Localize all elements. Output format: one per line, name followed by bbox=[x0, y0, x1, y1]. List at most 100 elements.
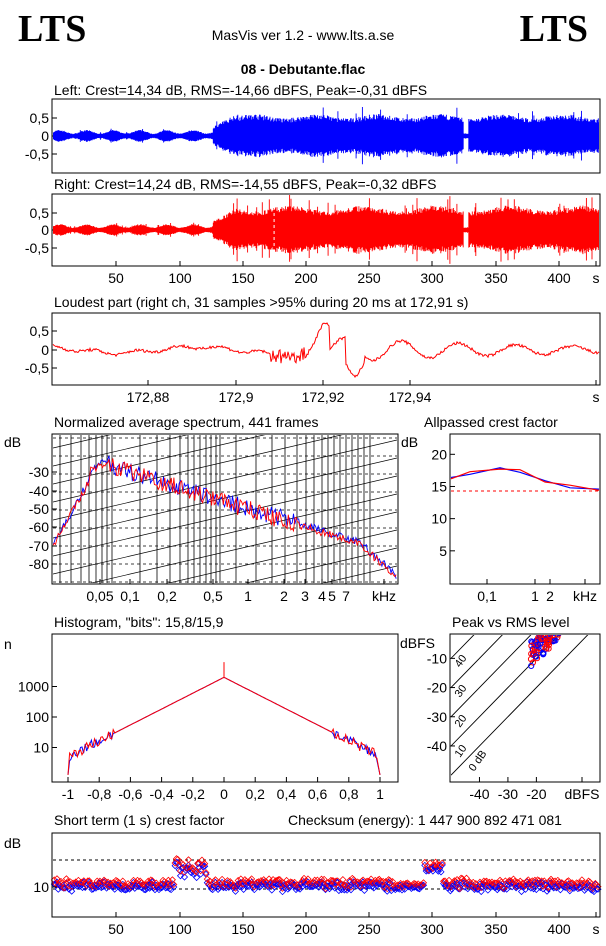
shortcrest-point bbox=[162, 881, 170, 889]
shortcrest-point bbox=[168, 880, 176, 888]
shortcrest-point bbox=[508, 879, 516, 887]
spectrum-xtick: 5 bbox=[328, 588, 336, 604]
peakrms-point bbox=[540, 650, 547, 657]
loud-ytick: 0,5 bbox=[30, 323, 50, 339]
crest-xtick: kHz bbox=[573, 588, 597, 604]
peakrms-xtick: -30 bbox=[498, 786, 518, 802]
shortcrest-point bbox=[359, 876, 367, 884]
right-series bbox=[53, 195, 599, 264]
file-name: 08 - Debutante.flac bbox=[240, 61, 366, 77]
histogram-ylabel: n bbox=[4, 636, 12, 652]
shortcrest-point bbox=[554, 876, 562, 884]
left-title: Left: Crest=14,34 dB, RMS=-14,66 dBFS, P… bbox=[54, 82, 427, 98]
panel-loudest: Loudest part (right ch, 31 samples >95% … bbox=[25, 294, 601, 405]
histogram-frame bbox=[51, 633, 399, 783]
shortcrest-point bbox=[343, 884, 351, 892]
shortcrest-point bbox=[119, 877, 127, 885]
shortcrest-point bbox=[485, 882, 493, 890]
histogram-xtick: -1 bbox=[62, 786, 75, 802]
shortcrest-point bbox=[201, 860, 209, 868]
peakrms-xtick: -40 bbox=[469, 786, 489, 802]
shortcrest-title: Short term (1 s) crest factor bbox=[54, 812, 225, 828]
shortcrest-point bbox=[370, 884, 378, 892]
shortcrest-point bbox=[182, 864, 190, 872]
shortcrest-point bbox=[336, 880, 344, 888]
shortcrest-point bbox=[248, 878, 256, 886]
shortcrest-point bbox=[433, 860, 441, 869]
spectrum-xtick: 0,5 bbox=[203, 588, 223, 604]
shortcrest-point bbox=[432, 858, 440, 866]
crest-xtick: 1 bbox=[531, 588, 539, 604]
shortcrest-point bbox=[213, 883, 221, 891]
shortcrest-point bbox=[586, 878, 594, 886]
shortcrest-point bbox=[546, 877, 554, 885]
shortcrest-point bbox=[248, 875, 256, 883]
shortcrest-point bbox=[201, 862, 209, 870]
right-xtick: 100 bbox=[168, 270, 192, 286]
shortcrest-point bbox=[74, 876, 82, 884]
shortcrest-point bbox=[453, 879, 461, 887]
left-ytick: 0 bbox=[41, 128, 49, 144]
shortcrest-xtick: 350 bbox=[484, 921, 508, 937]
right-xtick: 50 bbox=[108, 270, 124, 286]
spectrum-xtick: 7 bbox=[342, 588, 350, 604]
spectrum-series bbox=[53, 458, 397, 578]
spectrum-series bbox=[53, 455, 397, 579]
shortcrest-point bbox=[180, 873, 189, 881]
checksum: Checksum (energy): 1 447 900 892 471 081 bbox=[288, 812, 562, 828]
histogram-ytick: 10 bbox=[33, 740, 49, 756]
crest-frame bbox=[449, 433, 601, 585]
right-frame bbox=[51, 193, 601, 267]
shortcrest-point bbox=[58, 883, 66, 891]
shortcrest-point bbox=[155, 886, 163, 894]
shortcrest-point bbox=[246, 876, 254, 884]
shortcrest-point bbox=[222, 884, 230, 892]
shortcrest-point bbox=[197, 867, 205, 875]
shortcrest-point bbox=[379, 877, 387, 886]
histogram-xtick: -0,4 bbox=[150, 786, 174, 802]
histogram-xtick: 0,8 bbox=[339, 786, 359, 802]
right-xtick: 300 bbox=[420, 270, 444, 286]
peakrms-ytick: -40 bbox=[427, 738, 447, 754]
histogram-xtick: 0,2 bbox=[245, 786, 265, 802]
logo-left: LTS bbox=[18, 8, 87, 50]
shortcrest-point bbox=[421, 861, 429, 869]
shortcrest-point bbox=[77, 878, 85, 886]
shortcrest-point bbox=[167, 886, 175, 894]
shortcrest-point bbox=[176, 872, 185, 880]
crest-ylabel: dB bbox=[401, 434, 418, 450]
peakrms-point bbox=[528, 638, 535, 645]
shortcrest-point bbox=[240, 885, 248, 893]
shortcrest-point bbox=[264, 883, 272, 891]
shortcrest-point bbox=[354, 878, 362, 886]
right-xtick: 150 bbox=[231, 270, 255, 286]
shortcrest-point bbox=[193, 873, 201, 882]
spectrum-xtick: 2 bbox=[280, 588, 288, 604]
crest-title: Allpassed crest factor bbox=[424, 414, 558, 430]
shortcrest-xtick: 300 bbox=[420, 921, 444, 937]
spectrum-ytick: -80 bbox=[29, 556, 49, 572]
shortcrest-point bbox=[317, 875, 326, 883]
histogram-series bbox=[67, 676, 381, 776]
shortcrest-point bbox=[493, 886, 501, 894]
peakrms-ytick: -30 bbox=[427, 709, 447, 725]
shortcrest-point bbox=[338, 886, 346, 894]
peakrms-point bbox=[556, 635, 562, 637]
spectrum-xtick: 0,05 bbox=[86, 588, 113, 604]
shortcrest-point bbox=[238, 880, 246, 888]
shortcrest-point bbox=[477, 887, 485, 896]
peakrms-point bbox=[534, 641, 541, 648]
shortcrest-point bbox=[331, 884, 339, 892]
histogram-xtick: 0,4 bbox=[277, 786, 297, 802]
left-frame bbox=[51, 98, 601, 174]
shortcrest-point bbox=[515, 882, 523, 890]
shortcrest-point bbox=[535, 880, 543, 888]
shortcrest-point bbox=[147, 876, 155, 884]
histogram-ytick: 1000 bbox=[18, 679, 49, 695]
shortcrest-point bbox=[547, 875, 555, 883]
shortcrest-point bbox=[274, 876, 283, 884]
histogram-series bbox=[67, 676, 381, 776]
shortcrest-point bbox=[95, 879, 103, 887]
shortcrest-point bbox=[277, 880, 285, 888]
peakrms-point bbox=[528, 662, 535, 670]
